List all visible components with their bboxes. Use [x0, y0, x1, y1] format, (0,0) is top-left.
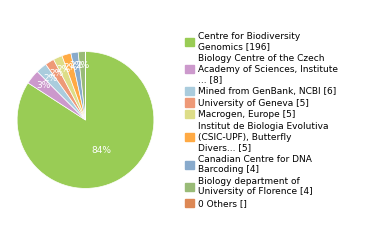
- Wedge shape: [28, 72, 86, 120]
- Text: 2%: 2%: [56, 66, 70, 74]
- Text: 2%: 2%: [50, 69, 64, 78]
- Wedge shape: [71, 52, 86, 120]
- Text: 84%: 84%: [92, 145, 112, 155]
- Wedge shape: [17, 52, 154, 188]
- Wedge shape: [62, 53, 86, 120]
- Legend: Centre for Biodiversity
Genomics [196], Biology Centre of the Czech
Academy of S: Centre for Biodiversity Genomics [196], …: [184, 31, 339, 209]
- Wedge shape: [54, 56, 86, 120]
- Text: 2%: 2%: [63, 63, 78, 72]
- Text: 3%: 3%: [36, 81, 50, 90]
- Wedge shape: [78, 52, 86, 120]
- Text: 2%: 2%: [75, 61, 90, 70]
- Text: 2%: 2%: [43, 74, 57, 83]
- Wedge shape: [37, 64, 86, 120]
- Text: 2%: 2%: [70, 61, 84, 71]
- Wedge shape: [46, 60, 86, 120]
